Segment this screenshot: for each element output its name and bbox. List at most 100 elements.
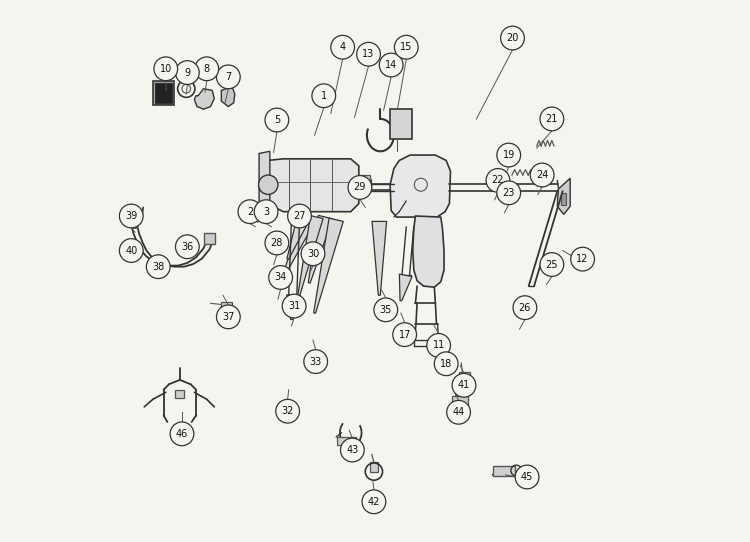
Circle shape	[380, 53, 403, 77]
Text: 43: 43	[346, 445, 358, 455]
Text: 33: 33	[310, 357, 322, 366]
Bar	[370, 462, 378, 472]
Text: 35: 35	[380, 305, 392, 315]
Polygon shape	[283, 214, 316, 277]
Polygon shape	[221, 87, 235, 107]
Text: 9: 9	[184, 68, 190, 78]
Circle shape	[119, 204, 143, 228]
Text: 7: 7	[225, 72, 232, 82]
Polygon shape	[390, 155, 451, 217]
Polygon shape	[286, 215, 310, 260]
Circle shape	[176, 61, 200, 85]
Circle shape	[496, 181, 520, 205]
Text: 23: 23	[503, 188, 515, 198]
Bar	[390, 109, 412, 139]
Polygon shape	[372, 221, 386, 295]
Text: 32: 32	[281, 406, 294, 416]
Circle shape	[540, 107, 564, 131]
Text: 14: 14	[385, 60, 398, 70]
Text: 8: 8	[204, 64, 210, 74]
Text: 36: 36	[182, 242, 194, 251]
Polygon shape	[413, 216, 444, 287]
Text: 27: 27	[293, 211, 306, 221]
Circle shape	[340, 438, 364, 462]
Bar	[358, 179, 371, 191]
Text: 5: 5	[274, 115, 280, 125]
Polygon shape	[298, 216, 323, 297]
Circle shape	[312, 84, 336, 108]
Polygon shape	[557, 178, 570, 215]
Circle shape	[265, 108, 289, 132]
Text: 11: 11	[433, 340, 445, 351]
Circle shape	[427, 333, 451, 357]
Circle shape	[217, 65, 240, 89]
Polygon shape	[267, 159, 358, 212]
Circle shape	[540, 253, 564, 276]
Circle shape	[452, 373, 476, 397]
Text: 37: 37	[222, 312, 235, 322]
Circle shape	[362, 490, 386, 514]
Polygon shape	[308, 215, 332, 283]
Text: 24: 24	[536, 170, 548, 180]
Circle shape	[394, 35, 418, 59]
Bar	[458, 372, 470, 386]
Circle shape	[238, 200, 262, 223]
Circle shape	[374, 298, 398, 322]
Circle shape	[176, 235, 200, 259]
Text: 41: 41	[458, 380, 470, 390]
Polygon shape	[314, 218, 344, 313]
Text: 4: 4	[340, 42, 346, 52]
Circle shape	[302, 242, 325, 266]
Circle shape	[265, 231, 289, 255]
Text: 29: 29	[354, 183, 366, 192]
Circle shape	[259, 175, 278, 195]
Circle shape	[515, 465, 539, 489]
Circle shape	[393, 323, 416, 346]
Circle shape	[282, 294, 306, 318]
Bar	[204, 233, 214, 244]
Bar	[561, 193, 566, 205]
Bar	[358, 175, 370, 187]
Circle shape	[496, 143, 520, 167]
Polygon shape	[194, 89, 214, 109]
Polygon shape	[286, 295, 299, 320]
Circle shape	[486, 169, 510, 192]
Bar	[153, 81, 175, 106]
Circle shape	[276, 399, 299, 423]
Circle shape	[501, 26, 524, 50]
Text: 44: 44	[452, 407, 465, 417]
Text: 28: 28	[271, 238, 283, 248]
Text: 30: 30	[307, 249, 319, 259]
Bar	[155, 83, 172, 104]
Polygon shape	[259, 151, 270, 222]
Circle shape	[357, 42, 380, 66]
Text: 1: 1	[321, 91, 327, 101]
Circle shape	[146, 255, 170, 279]
Circle shape	[119, 238, 143, 262]
Text: 3: 3	[263, 207, 269, 217]
Text: 38: 38	[152, 262, 164, 272]
Text: 42: 42	[368, 497, 380, 507]
Text: 39: 39	[125, 211, 137, 221]
Circle shape	[254, 200, 278, 223]
Text: 34: 34	[274, 273, 286, 282]
Circle shape	[434, 352, 458, 376]
Circle shape	[571, 247, 595, 271]
Text: 25: 25	[545, 260, 558, 269]
Text: 13: 13	[362, 49, 375, 59]
Text: 45: 45	[520, 472, 533, 482]
Text: 40: 40	[125, 246, 137, 255]
Circle shape	[513, 296, 537, 320]
Circle shape	[154, 57, 178, 81]
Circle shape	[348, 176, 372, 199]
Text: 22: 22	[492, 176, 504, 185]
Text: 12: 12	[577, 254, 589, 264]
Text: 17: 17	[398, 330, 411, 340]
Text: 15: 15	[400, 42, 412, 52]
Text: 21: 21	[546, 114, 558, 124]
Text: 20: 20	[506, 33, 519, 43]
Bar	[176, 390, 184, 398]
Circle shape	[170, 422, 194, 446]
Circle shape	[288, 204, 311, 228]
Circle shape	[217, 305, 240, 328]
